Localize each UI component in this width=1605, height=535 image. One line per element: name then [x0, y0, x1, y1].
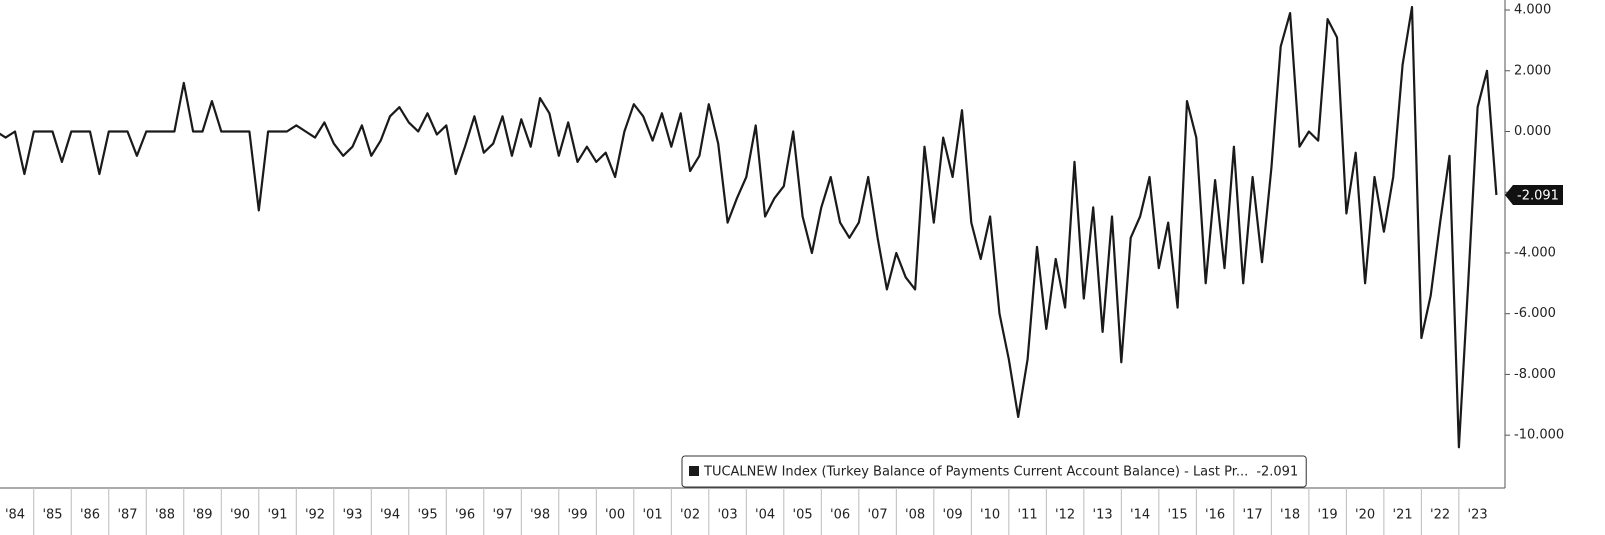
last-value-tag: [1505, 184, 1563, 205]
legend: TUCALNEW Index (Turkey Balance of Paymen…: [681, 455, 1307, 488]
x-tick-label: '04: [755, 508, 775, 523]
x-tick-label: '88: [155, 508, 175, 523]
x-tick-label: '03: [717, 508, 737, 523]
y-tick-label: -10.000: [1514, 428, 1564, 443]
x-tick-label: '99: [567, 508, 587, 523]
x-tick-label: '87: [117, 508, 137, 523]
x-tick-label: '01: [642, 508, 662, 523]
x-tick-label: '93: [342, 508, 362, 523]
x-tick-label: '13: [1093, 508, 1113, 523]
x-tick-label: '10: [980, 508, 1000, 523]
legend-swatch: [689, 466, 699, 476]
x-tick-label: '95: [417, 508, 437, 523]
x-tick-label: '90: [230, 508, 250, 523]
x-tick-label: '18: [1280, 508, 1300, 523]
x-tick-label: '98: [530, 508, 550, 523]
x-tick-label: '00: [605, 508, 625, 523]
x-tick-label: '11: [1018, 508, 1038, 523]
y-tick-label: 0.000: [1514, 124, 1551, 139]
y-tick-label: -6.000: [1514, 306, 1556, 321]
x-tick-label: '97: [492, 508, 512, 523]
x-tick-label: '20: [1355, 508, 1375, 523]
legend-label: TUCALNEW Index (Turkey Balance of Paymen…: [703, 465, 1248, 480]
x-tick-label: '85: [42, 508, 62, 523]
x-tick-label: '22: [1430, 508, 1450, 523]
x-tick-label: '19: [1318, 508, 1338, 523]
x-tick-label: '84: [5, 508, 25, 523]
x-tick-label: '94: [380, 508, 400, 523]
x-tick-label: '96: [455, 508, 475, 523]
legend-value: -2.091: [1256, 465, 1298, 480]
y-tick-label: 2.000: [1514, 63, 1551, 78]
y-tick-label: 4.000: [1514, 3, 1551, 18]
x-tick-label: '05: [793, 508, 813, 523]
x-tick-label: '08: [905, 508, 925, 523]
x-tick-label: '92: [305, 508, 325, 523]
y-tick-label: -8.000: [1514, 367, 1556, 382]
x-tick-label: '12: [1055, 508, 1075, 523]
series-line: [0, 5, 1498, 449]
last-value-label: -2.091: [1517, 188, 1559, 203]
x-tick-label: '17: [1243, 508, 1263, 523]
x-tick-label: '16: [1205, 508, 1225, 523]
x-tick-label: '91: [267, 508, 287, 523]
x-tick-label: '09: [943, 508, 963, 523]
x-tick-label: '14: [1130, 508, 1150, 523]
x-tick-label: '23: [1468, 508, 1488, 523]
x-tick-label: '89: [192, 508, 212, 523]
y-tick-label: -4.000: [1514, 245, 1556, 260]
x-tick-label: '21: [1393, 508, 1413, 523]
x-tick-label: '02: [680, 508, 700, 523]
x-tick-label: '06: [830, 508, 850, 523]
x-tick-label: '07: [868, 508, 888, 523]
legend-box: [681, 455, 1307, 488]
x-tick-label: '86: [80, 508, 100, 523]
x-tick-label: '15: [1168, 508, 1188, 523]
